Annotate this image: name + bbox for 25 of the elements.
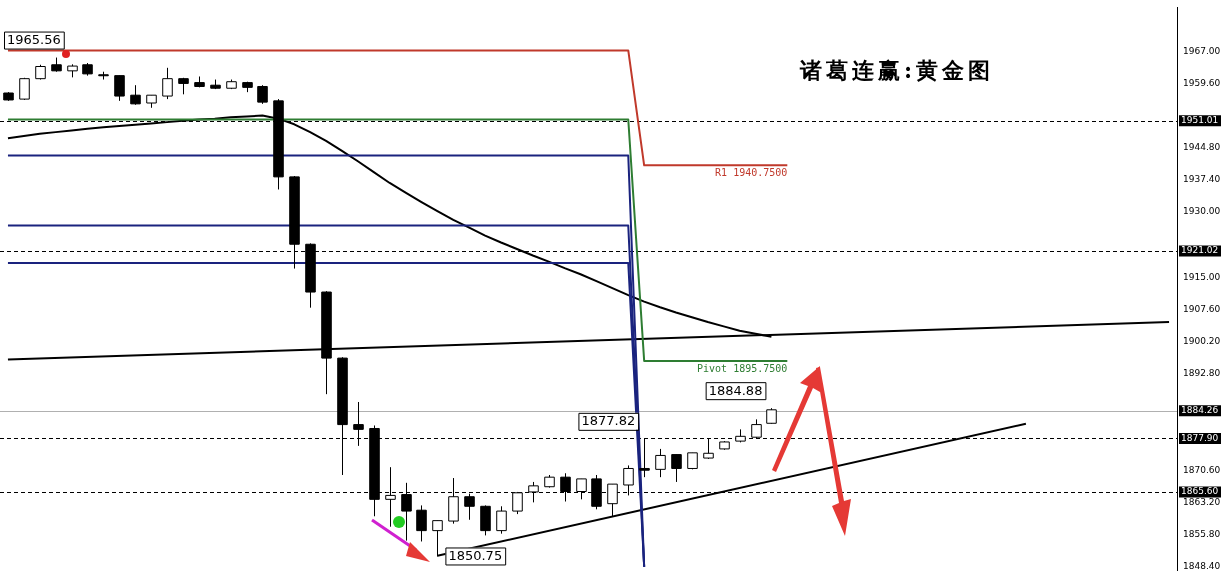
text: 诸葛连赢:黄金图	[800, 56, 995, 85]
annotation: 1850.75	[448, 547, 503, 563]
series-label: Pivot 1895.7500	[697, 362, 788, 374]
annotation: 1884.88	[708, 382, 763, 398]
ref-line-label: 1951.01	[1181, 115, 1219, 126]
y-tick-label: 1848.40	[1183, 561, 1221, 572]
y-tick-label: 1930.00	[1183, 206, 1221, 217]
y-tick-label: 1863.20	[1183, 496, 1221, 507]
y-tick-label: 1900.20	[1183, 335, 1221, 346]
y-tick-label: 1937.40	[1183, 174, 1221, 185]
y-tick-label: 1870.60	[1183, 464, 1221, 475]
y-tick-label: 1959.60	[1183, 77, 1221, 88]
ref-line-label: 1921.02	[1181, 245, 1219, 256]
y-tick-label: 1944.80	[1183, 142, 1221, 153]
ref-line-label: 1865.60	[1181, 486, 1219, 497]
annotation: 1965.56	[7, 31, 61, 47]
ref-line-label: 1884.26	[1181, 405, 1219, 416]
y-tick-label: 1907.60	[1183, 303, 1221, 314]
y-tick-label: 1967.00	[1183, 45, 1221, 56]
y-tick-label: 1915.00	[1183, 271, 1221, 282]
ref-line-label: 1877.90	[1181, 432, 1219, 443]
series-label: R1 1940.7500	[715, 166, 788, 178]
annotation: 1877.82	[581, 413, 636, 429]
y-tick-label: 1892.80	[1183, 368, 1221, 379]
y-tick-label: 1855.80	[1183, 528, 1221, 539]
